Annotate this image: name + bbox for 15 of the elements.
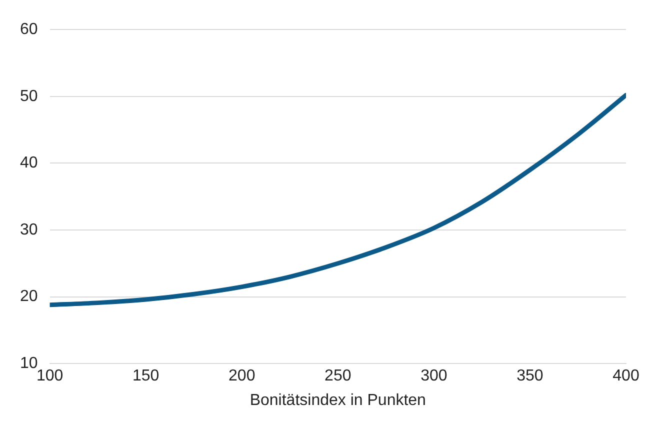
x-tick-label: 200 [228, 368, 256, 385]
x-tick-label: 250 [324, 368, 352, 385]
x-tick-label: 150 [132, 368, 160, 385]
x-tick-label: 400 [612, 368, 640, 385]
y-tick-label: 40 [20, 154, 38, 172]
line-series [50, 92, 626, 308]
x-tick-label: 100 [36, 368, 64, 385]
x-tick-label: 350 [516, 368, 544, 385]
y-tick-label: 60 [20, 21, 38, 38]
y-tick-label: 50 [20, 88, 38, 105]
y-tick-label: 10 [20, 355, 38, 372]
y-tick-label: 20 [20, 288, 38, 306]
x-axis-title: Bonitätsindex in Punkten [250, 392, 426, 409]
x-tick-label: 300 [420, 368, 448, 385]
y-tick-label: 30 [20, 221, 38, 238]
